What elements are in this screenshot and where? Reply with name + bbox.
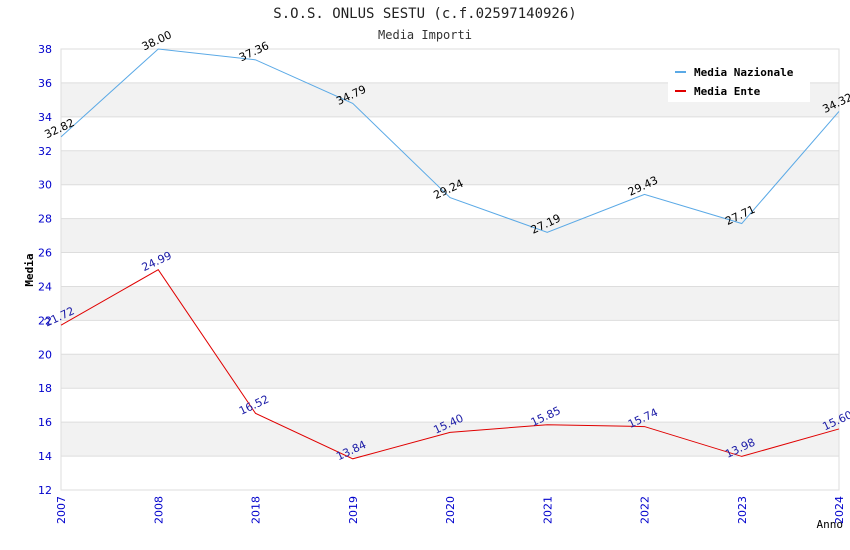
y-tick-label: 30 xyxy=(38,179,52,192)
x-axis-label: Anno xyxy=(817,518,844,531)
x-tick-label: 2007 xyxy=(55,496,68,524)
plot-band xyxy=(61,218,839,253)
gridlines xyxy=(60,48,840,491)
x-tick-label: 2019 xyxy=(347,496,360,524)
y-tick-label: 24 xyxy=(38,280,52,293)
y-tick-label: 22 xyxy=(38,314,52,327)
plot-band xyxy=(61,422,839,457)
x-tick-label: 2023 xyxy=(736,496,749,524)
x-axis-ticks: 2007 2008 2018 2019 2020 2021 2022 2023 2024 xyxy=(55,496,846,524)
legend: Media Nazionale Media Ente xyxy=(668,60,810,102)
legend-box xyxy=(668,60,810,102)
legend-label: Media Nazionale xyxy=(694,66,794,79)
x-tick-label: 2020 xyxy=(444,496,457,524)
x-tick-label: 2021 xyxy=(541,496,554,524)
plot-background xyxy=(61,82,839,457)
y-tick-label: 34 xyxy=(38,111,52,124)
y-tick-label: 16 xyxy=(38,416,52,429)
plot-band xyxy=(61,286,839,321)
y-tick-label: 32 xyxy=(38,145,52,158)
series-line xyxy=(60,269,840,460)
chart-title: S.O.S. ONLUS SESTU (c.f.02597140926) xyxy=(273,6,576,22)
plot-band xyxy=(61,354,839,389)
y-tick-label: 18 xyxy=(38,382,52,395)
data-label: 21.72 xyxy=(42,304,76,329)
y-axis-ticks: 12 14 16 18 20 22 24 26 28 30 32 34 36 38 xyxy=(38,43,52,497)
plot-band xyxy=(61,150,839,185)
y-tick-label: 28 xyxy=(38,213,52,226)
data-label: 16.52 xyxy=(237,393,271,418)
y-tick-label: 26 xyxy=(38,247,52,260)
plot-frame xyxy=(60,48,840,491)
series-line xyxy=(60,48,840,233)
chart-subtitle: Media Importi xyxy=(378,28,472,42)
y-axis-label: Media xyxy=(23,253,36,286)
y-tick-label: 12 xyxy=(38,484,52,497)
y-tick-label: 20 xyxy=(38,348,52,361)
data-label: 37.36 xyxy=(237,39,271,64)
data-label: 38.00 xyxy=(140,28,174,53)
x-tick-label: 2018 xyxy=(250,496,263,524)
x-tick-label: 2008 xyxy=(152,496,165,524)
y-tick-label: 14 xyxy=(38,450,52,463)
y-tick-label: 38 xyxy=(38,43,52,56)
x-tick-label: 2024 xyxy=(833,496,846,524)
legend-label: Media Ente xyxy=(694,85,761,98)
y-tick-label: 36 xyxy=(38,77,52,90)
x-tick-label: 2022 xyxy=(639,496,652,524)
